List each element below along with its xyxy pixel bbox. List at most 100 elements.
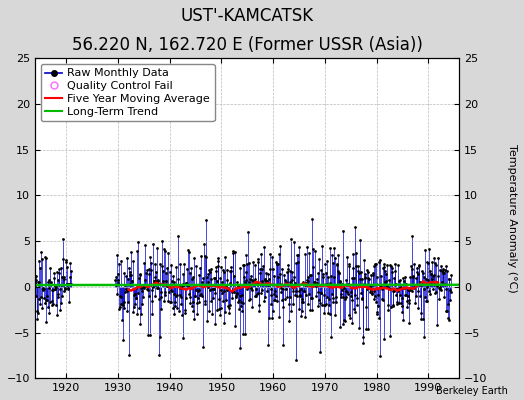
Point bbox=[346, 289, 355, 296]
Point bbox=[60, 288, 68, 294]
Point bbox=[381, 278, 390, 284]
Point bbox=[61, 285, 69, 292]
Point bbox=[406, 287, 414, 293]
Point bbox=[43, 279, 52, 285]
Point bbox=[408, 288, 417, 294]
Point bbox=[176, 292, 184, 298]
Point bbox=[308, 295, 316, 302]
Point bbox=[337, 280, 346, 287]
Point bbox=[275, 251, 283, 257]
Point bbox=[194, 294, 202, 301]
Point bbox=[395, 284, 403, 291]
Point bbox=[278, 297, 286, 303]
Point bbox=[445, 276, 453, 282]
Point bbox=[377, 273, 385, 280]
Point bbox=[327, 334, 335, 340]
Point bbox=[47, 280, 55, 287]
Point bbox=[125, 265, 133, 271]
Point bbox=[152, 245, 161, 251]
Point bbox=[232, 294, 241, 300]
Point bbox=[410, 283, 419, 289]
Point bbox=[121, 289, 129, 296]
Point bbox=[214, 258, 222, 264]
Point bbox=[239, 262, 248, 268]
Point bbox=[217, 287, 226, 294]
Point bbox=[139, 284, 148, 291]
Point bbox=[395, 277, 403, 284]
Point bbox=[336, 279, 345, 286]
Point bbox=[166, 299, 174, 306]
Point bbox=[236, 264, 244, 271]
Point bbox=[168, 288, 176, 294]
Point bbox=[212, 264, 221, 271]
Point bbox=[440, 294, 448, 301]
Point bbox=[165, 282, 173, 289]
Point bbox=[173, 282, 182, 288]
Point bbox=[36, 301, 45, 307]
Point bbox=[245, 297, 253, 303]
Point bbox=[365, 285, 374, 291]
Point bbox=[145, 271, 153, 277]
Point bbox=[253, 291, 261, 298]
Point bbox=[57, 264, 65, 271]
Point bbox=[57, 300, 66, 306]
Point bbox=[231, 248, 239, 255]
Point bbox=[237, 308, 246, 314]
Point bbox=[369, 296, 378, 302]
Point bbox=[356, 275, 364, 282]
Point bbox=[54, 277, 63, 283]
Point bbox=[419, 316, 428, 322]
Point bbox=[266, 292, 275, 298]
Point bbox=[442, 308, 450, 314]
Point bbox=[293, 252, 301, 258]
Point bbox=[62, 264, 71, 270]
Point bbox=[142, 282, 150, 289]
Point bbox=[203, 318, 211, 325]
Point bbox=[261, 278, 270, 284]
Point bbox=[419, 269, 427, 276]
Point bbox=[212, 277, 221, 284]
Point bbox=[316, 300, 324, 307]
Point bbox=[189, 274, 198, 280]
Point bbox=[332, 299, 340, 305]
Point bbox=[115, 306, 123, 312]
Point bbox=[56, 307, 64, 313]
Point bbox=[328, 252, 336, 258]
Point bbox=[236, 345, 245, 352]
Point bbox=[188, 303, 196, 310]
Point bbox=[143, 286, 151, 293]
Point bbox=[36, 264, 44, 271]
Point bbox=[246, 273, 255, 279]
Point bbox=[383, 262, 391, 268]
Point bbox=[432, 279, 441, 285]
Point bbox=[115, 292, 124, 299]
Point bbox=[43, 297, 51, 303]
Point bbox=[162, 278, 170, 284]
Point bbox=[198, 293, 206, 300]
Point bbox=[389, 288, 397, 294]
Point bbox=[209, 286, 217, 292]
Point bbox=[300, 250, 309, 257]
Point bbox=[324, 274, 332, 280]
Point bbox=[417, 310, 425, 317]
Point bbox=[277, 285, 286, 292]
Point bbox=[383, 282, 391, 289]
Point bbox=[227, 295, 236, 301]
Point bbox=[196, 252, 205, 259]
Point bbox=[156, 260, 165, 267]
Point bbox=[167, 262, 175, 268]
Point bbox=[113, 277, 122, 283]
Point bbox=[280, 296, 289, 302]
Point bbox=[336, 294, 345, 300]
Point bbox=[302, 292, 311, 298]
Point bbox=[370, 288, 379, 294]
Point bbox=[129, 258, 137, 264]
Point bbox=[138, 288, 146, 295]
Point bbox=[439, 270, 447, 276]
Point bbox=[443, 268, 452, 274]
Point bbox=[150, 278, 158, 285]
Point bbox=[254, 256, 262, 262]
Point bbox=[115, 261, 124, 268]
Point bbox=[326, 280, 334, 286]
Point bbox=[264, 271, 272, 277]
